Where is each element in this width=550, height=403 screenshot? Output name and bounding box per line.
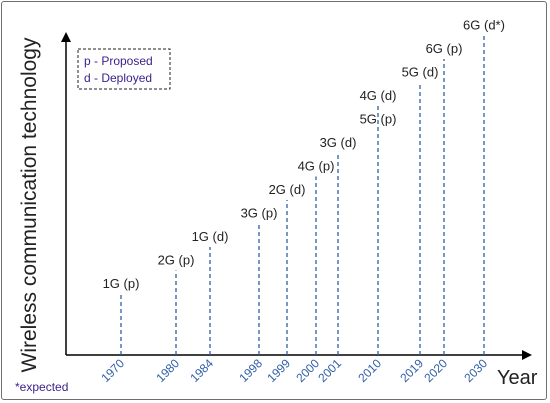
x-tick-label-1970: 1970	[98, 356, 127, 385]
x-axis-title: Year	[497, 367, 538, 389]
point-label-9: 5G (d)	[402, 65, 439, 80]
point-label-7: 5G (p)	[360, 112, 397, 127]
point-label-3: 3G (p)	[241, 206, 278, 221]
point-label-8: 4G (d)	[360, 88, 397, 103]
x-tick-label-2030: 2030	[461, 356, 490, 385]
point-labels-group: 1G (p) 2G (p) 1G (d) 3G (p) 2G (d) 4G (p) 3G (…	[103, 18, 505, 292]
point-label-11: 6G (d*)	[463, 18, 505, 33]
x-tick-label-1998: 1998	[236, 356, 265, 385]
legend-entry-proposed: p - Proposed	[84, 54, 153, 68]
x-tick-label-2019: 2019	[397, 356, 426, 385]
y-axis-title: Wireless communication technology	[18, 37, 41, 372]
x-tick-label-2020: 2020	[421, 356, 450, 385]
footnote: *expected	[15, 380, 68, 394]
point-label-6: 3G (d)	[320, 135, 357, 150]
point-label-5: 4G (p)	[298, 159, 335, 174]
x-tick-label-2001: 2001	[315, 356, 344, 385]
x-tick-label-1984: 1984	[187, 356, 216, 385]
point-label-0: 1G (p)	[103, 276, 140, 291]
stems-group	[120, 35, 485, 355]
point-label-4: 2G (d)	[269, 182, 306, 197]
point-label-10: 6G (p)	[426, 41, 463, 56]
legend-entry-deployed: d - Deployed	[84, 71, 152, 85]
point-label-2: 1G (d)	[192, 229, 229, 244]
legend-box	[77, 48, 171, 90]
x-tick-label-2000: 2000	[293, 356, 322, 385]
x-tick-label-1980: 1980	[153, 356, 182, 385]
x-tick-label-2010: 2010	[355, 356, 384, 385]
x-tick-label-1999: 1999	[264, 356, 293, 385]
point-label-1: 2G (p)	[158, 253, 195, 268]
